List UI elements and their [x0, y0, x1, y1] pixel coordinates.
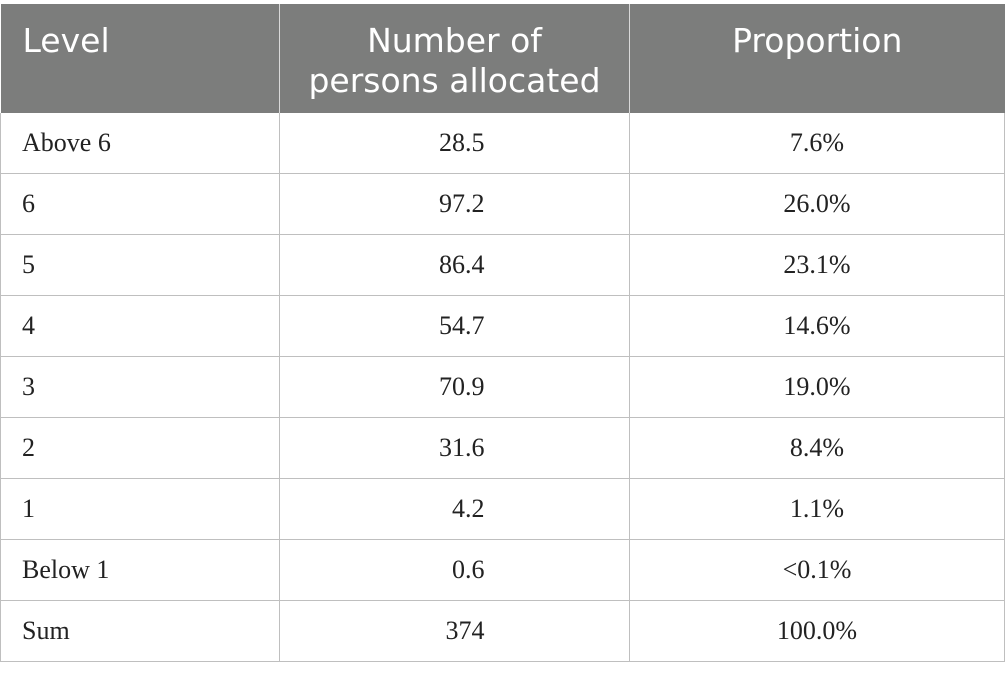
header-proportion: Proportion — [629, 4, 1005, 113]
cell-level: 5 — [0, 234, 280, 296]
cell-number: 54.7 — [279, 295, 630, 357]
cell-proportion: 100.0% — [629, 600, 1005, 662]
cell-number-value: 28.5 — [439, 128, 485, 157]
table-row: 1 4.2 1.1% — [0, 478, 1005, 540]
table-row: 5 86.4 23.1% — [0, 234, 1005, 296]
header-level: Level — [0, 4, 280, 113]
cell-proportion: 1.1% — [629, 478, 1005, 540]
cell-proportion: 8.4% — [629, 417, 1005, 479]
table-row: 4 54.7 14.6% — [0, 295, 1005, 357]
cell-level: 3 — [0, 356, 280, 418]
cell-number: 31.6 — [279, 417, 630, 479]
cell-level: Below 1 — [0, 539, 280, 601]
cell-number: 28.5 — [279, 113, 630, 174]
cell-number-value: 0.6 — [452, 555, 485, 584]
cell-number-value: 54.7 — [439, 311, 485, 340]
cell-number-value: 31.6 — [439, 433, 485, 462]
cell-proportion: 19.0% — [629, 356, 1005, 418]
table-body: Above 6 28.5 7.6% 6 97.2 26.0% 5 86.4 23… — [0, 113, 1005, 662]
cell-level: 6 — [0, 173, 280, 235]
cell-number-value: 97.2 — [439, 189, 485, 218]
cell-number-value: 374 — [445, 616, 485, 645]
cell-level: 4 — [0, 295, 280, 357]
cell-number: 374 — [279, 600, 630, 662]
table-header: Level Number of persons allocated Propor… — [0, 4, 1005, 113]
cell-number-value: 86.4 — [439, 250, 485, 279]
header-level-label: Level — [22, 21, 110, 60]
cell-number: 0.6 — [279, 539, 630, 601]
cell-level: Above 6 — [0, 113, 280, 174]
allocation-table-container: Level Number of persons allocated Propor… — [0, 4, 1005, 662]
cell-proportion: 23.1% — [629, 234, 1005, 296]
cell-level: 1 — [0, 478, 280, 540]
cell-number-value: 70.9 — [439, 372, 485, 401]
cell-proportion: 26.0% — [629, 173, 1005, 235]
header-proportion-label: Proportion — [732, 21, 903, 60]
header-row: Level Number of persons allocated Propor… — [0, 4, 1005, 113]
header-number-line2: persons allocated — [308, 61, 601, 100]
cell-number: 70.9 — [279, 356, 630, 418]
cell-level: Sum — [0, 600, 280, 662]
cell-proportion: 14.6% — [629, 295, 1005, 357]
cell-number: 86.4 — [279, 234, 630, 296]
table-row: 6 97.2 26.0% — [0, 173, 1005, 235]
cell-number: 4.2 — [279, 478, 630, 540]
allocation-table: Level Number of persons allocated Propor… — [0, 4, 1005, 662]
header-number: Number of persons allocated — [279, 4, 630, 113]
cell-level: 2 — [0, 417, 280, 479]
cell-proportion: <0.1% — [629, 539, 1005, 601]
table-row: Above 6 28.5 7.6% — [0, 113, 1005, 174]
table-row: 3 70.9 19.0% — [0, 356, 1005, 418]
cell-number: 97.2 — [279, 173, 630, 235]
header-number-label: Number of persons allocated — [280, 4, 629, 101]
cell-proportion: 7.6% — [629, 113, 1005, 174]
header-number-line1: Number of — [367, 21, 542, 60]
table-row: Sum 374 100.0% — [0, 600, 1005, 662]
cell-number-value: 4.2 — [452, 494, 485, 523]
table-row: 2 31.6 8.4% — [0, 417, 1005, 479]
table-row: Below 1 0.6 <0.1% — [0, 539, 1005, 601]
